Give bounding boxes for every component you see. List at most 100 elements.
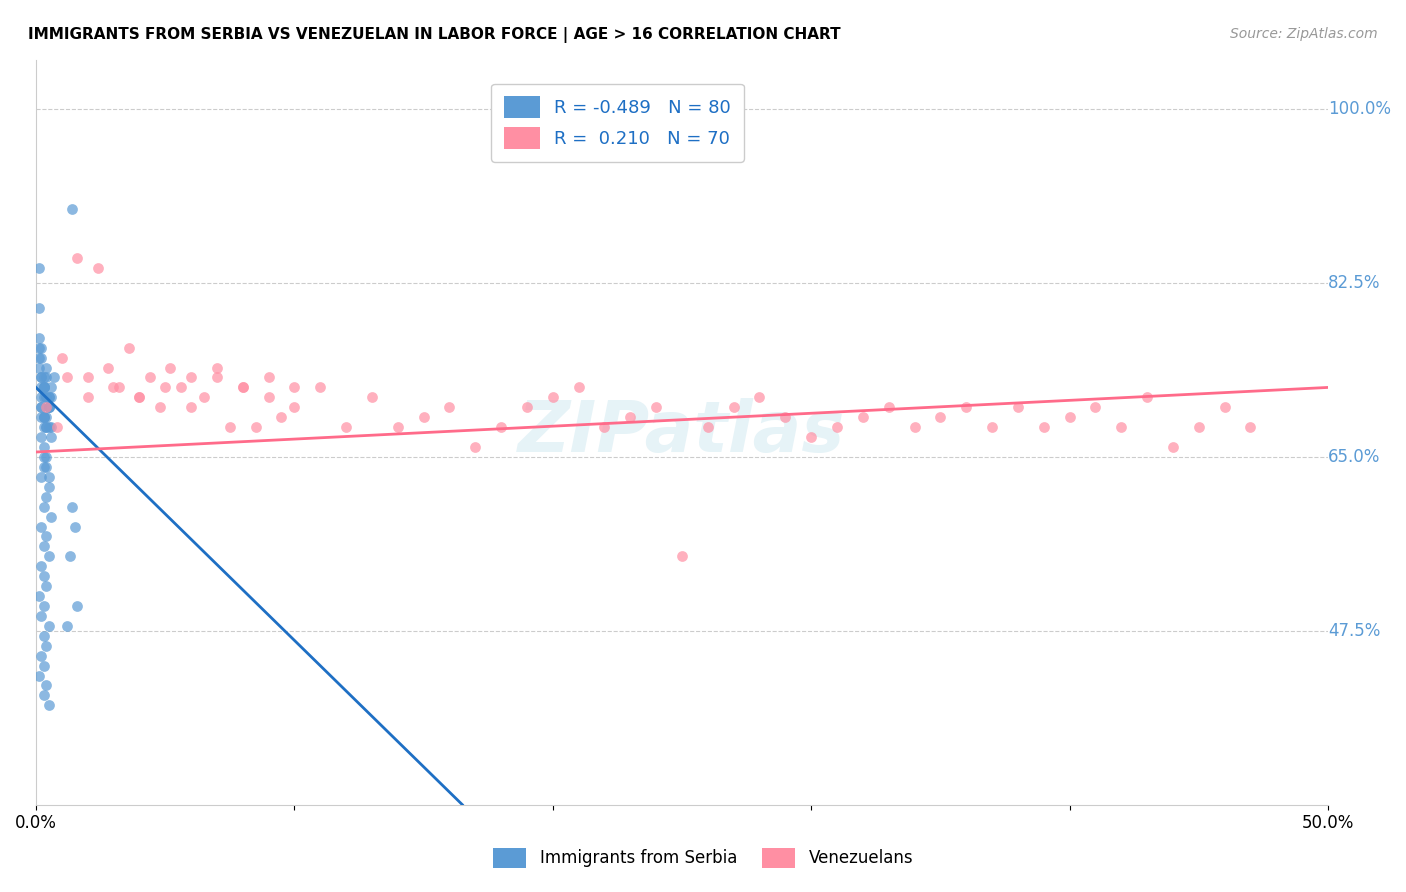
Point [27, 331, 49, 345]
Point [58, 549, 80, 564]
Point [138, 370, 160, 384]
Point [45, 420, 67, 434]
Point [27, 301, 49, 315]
Point [981, 420, 1004, 434]
Point [128, 390, 150, 404]
Point [60, 500, 83, 514]
Point [903, 420, 925, 434]
Point [51, 351, 73, 365]
Point [76, 370, 98, 384]
Point [38, 401, 60, 415]
Point [852, 410, 875, 425]
Point [56, 619, 79, 633]
Point [32, 380, 55, 394]
Point [193, 390, 215, 404]
Legend: R = -0.489   N = 80, R =  0.210   N = 70: R = -0.489 N = 80, R = 0.210 N = 70 [491, 84, 744, 161]
Point [245, 420, 267, 434]
Point [32, 689, 55, 703]
Point [270, 410, 292, 425]
Point [619, 410, 641, 425]
Legend: Immigrants from Serbia, Venezuelans: Immigrants from Serbia, Venezuelans [486, 841, 920, 875]
Point [32, 380, 55, 394]
Point [283, 401, 305, 415]
Point [128, 390, 150, 404]
Point [35, 639, 58, 653]
Point [35, 420, 58, 434]
Point [257, 370, 280, 384]
Point [723, 401, 745, 415]
Point [218, 420, 240, 434]
Point [800, 430, 823, 444]
Text: 47.5%: 47.5% [1329, 622, 1381, 640]
Point [35, 450, 58, 464]
Point [27, 351, 49, 365]
Point [929, 410, 952, 425]
Point [645, 401, 668, 415]
Point [63, 519, 86, 533]
Point [30, 648, 52, 663]
Point [76, 390, 98, 404]
Point [1136, 390, 1159, 404]
Point [32, 459, 55, 474]
Point [32, 410, 55, 425]
Point [38, 390, 60, 404]
Point [159, 360, 181, 375]
Point [32, 390, 55, 404]
Point [335, 420, 357, 434]
Text: Source: ZipAtlas.com: Source: ZipAtlas.com [1230, 27, 1378, 41]
Point [360, 390, 382, 404]
Point [232, 380, 254, 394]
Point [66, 252, 89, 266]
Point [38, 480, 60, 494]
Point [30, 370, 52, 384]
Point [41, 390, 63, 404]
Point [38, 420, 60, 434]
Point [35, 420, 58, 434]
Point [38, 401, 60, 415]
Point [412, 410, 434, 425]
Point [1161, 440, 1184, 454]
Point [169, 380, 191, 394]
Point [309, 380, 332, 394]
Point [748, 390, 770, 404]
Point [32, 410, 55, 425]
Point [41, 430, 63, 444]
Text: 100.0%: 100.0% [1329, 100, 1391, 119]
Point [41, 509, 63, 524]
Point [30, 401, 52, 415]
Point [35, 370, 58, 384]
Point [66, 599, 89, 613]
Point [103, 380, 125, 394]
Point [180, 370, 202, 384]
Point [32, 569, 55, 583]
Point [180, 401, 202, 415]
Point [1188, 420, 1211, 434]
Point [35, 459, 58, 474]
Point [35, 360, 58, 375]
Point [205, 360, 228, 375]
Point [153, 380, 176, 394]
Point [42, 370, 65, 384]
Text: IMMIGRANTS FROM SERBIA VS VENEZUELAN IN LABOR FORCE | AGE > 16 CORRELATION CHART: IMMIGRANTS FROM SERBIA VS VENEZUELAN IN … [28, 27, 841, 43]
Point [38, 390, 60, 404]
Point [56, 370, 79, 384]
Point [489, 420, 512, 434]
Point [32, 599, 55, 613]
Point [118, 341, 141, 355]
Point [35, 401, 58, 415]
Point [671, 549, 693, 564]
Point [516, 401, 538, 415]
Point [1213, 401, 1236, 415]
Point [27, 668, 49, 682]
Point [1032, 420, 1054, 434]
Point [32, 410, 55, 425]
Point [87, 261, 110, 276]
Point [35, 410, 58, 425]
Point [60, 202, 83, 216]
Point [35, 390, 58, 404]
Point [27, 341, 49, 355]
Point [387, 420, 409, 434]
Point [30, 370, 52, 384]
Point [30, 430, 52, 444]
Point [1084, 401, 1107, 415]
